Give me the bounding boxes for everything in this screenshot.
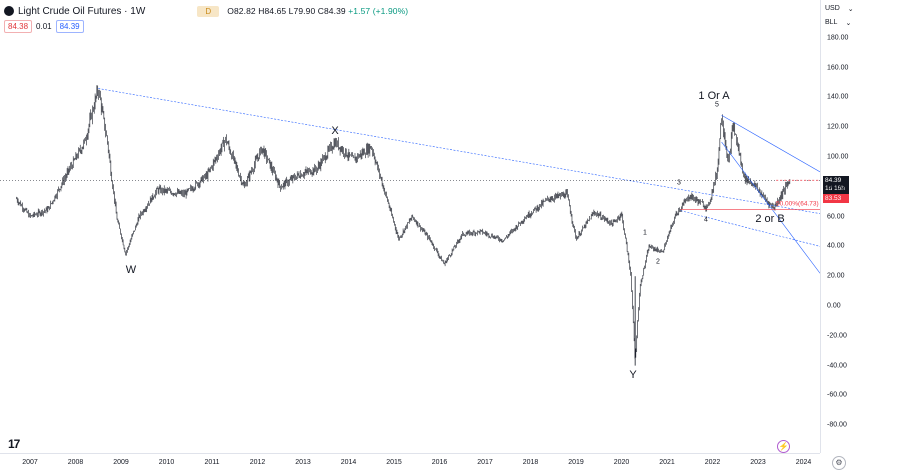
- wave-label-2-or-b[interactable]: 2 or B: [755, 213, 785, 225]
- year-tick-label: 2011: [204, 459, 220, 466]
- year-tick-label: 2008: [67, 459, 84, 466]
- wave-label-sub-4[interactable]: 4: [704, 216, 708, 224]
- year-tick-label: 2015: [386, 459, 402, 466]
- chart-pane[interactable]: Light Crude Oil Futures · 1W D O82.82 H8…: [0, 0, 820, 453]
- year-tick-label: 2017: [477, 459, 493, 466]
- year-tick-label: 2022: [704, 459, 721, 466]
- ohlc-text: O82.82 H84.65 L79.90 C84.39: [227, 6, 346, 16]
- wave-label-x[interactable]: X: [331, 125, 339, 137]
- price-tick-label: -40.00: [827, 362, 847, 370]
- channel-line-bottom[interactable]: [721, 141, 820, 274]
- unit-label: BLL: [825, 19, 838, 26]
- year-tick-label: 2023: [750, 459, 766, 466]
- price-tick-label: 20.00: [827, 272, 845, 280]
- price-tick-label: 140.00: [827, 93, 849, 101]
- price-tick-label: -80.00: [827, 421, 847, 429]
- year-tick-label: 2019: [568, 459, 584, 466]
- last-price-tag: 84.39 1d 16h: [823, 176, 849, 194]
- unit-selector[interactable]: BLL ⌄: [825, 19, 851, 27]
- year-tick-label: 2009: [113, 459, 129, 466]
- trendline-upper[interactable]: [98, 88, 820, 214]
- year-tick-label: 2010: [158, 459, 175, 466]
- wave-label-sub-5[interactable]: 5: [715, 101, 719, 109]
- buy-button[interactable]: 84.39: [55, 20, 84, 33]
- price-tick-label: 120.00: [827, 123, 849, 131]
- sell-button[interactable]: 84.38: [4, 20, 33, 33]
- price-tick-label: -60.00: [827, 391, 847, 399]
- price-tick-label: 100.00: [827, 153, 849, 161]
- price-tick-label: -20.00: [827, 332, 847, 340]
- year-tick-label: 2014: [340, 459, 357, 466]
- price-tick-label: 180.00: [827, 34, 849, 42]
- red-price-tag: 83.53: [823, 194, 849, 203]
- last-price-value: 84.39: [825, 177, 842, 184]
- year-tick-label: 2016: [431, 459, 448, 466]
- ohlc-values: O82.82 H84.65 L79.90 C84.39 +1.57 (+1.90…: [227, 6, 408, 16]
- year-tick-label: 2012: [249, 459, 266, 466]
- time-axis[interactable]: 2007 2008 2009 2010 2011 2012 2013 2014 2015 2016…: [0, 453, 820, 471]
- spread-value: 0.01: [36, 22, 52, 31]
- trade-buttons: 84.38 0.01 84.39: [4, 20, 84, 33]
- year-tick-label: 2018: [522, 459, 539, 466]
- currency-selector[interactable]: USD ⌄: [825, 5, 854, 13]
- wave-label-y[interactable]: Y: [629, 369, 637, 381]
- bar-countdown: 1d 16h: [825, 185, 845, 192]
- chevron-down-icon: ⌄: [847, 6, 854, 13]
- candlestick-series[interactable]: [16, 85, 791, 359]
- wave-label-sub-1[interactable]: 1: [643, 229, 647, 237]
- wave-label-sub-2[interactable]: 2: [656, 258, 660, 266]
- symbol-title[interactable]: Light Crude Oil Futures · 1W: [18, 5, 146, 17]
- trendline-lower[interactable]: [680, 210, 820, 247]
- year-tick-label: 2021: [659, 459, 675, 466]
- tradingview-logo-icon[interactable]: 17: [8, 437, 20, 451]
- symbol-icon: [4, 6, 14, 16]
- price-axis[interactable]: USD ⌄ BLL ⌄ 84.39 1d 16h 83.53 180.00 160…: [820, 0, 900, 453]
- chevron-down-icon: ⌄: [845, 20, 852, 27]
- year-tick-label: 2020: [613, 459, 630, 466]
- price-tick-label: 160.00: [827, 64, 849, 72]
- settings-icon[interactable]: ⚙: [832, 456, 846, 470]
- wave-label-w[interactable]: W: [125, 264, 137, 276]
- price-tick-label: 0.00: [827, 302, 841, 310]
- currency-label: USD: [825, 5, 840, 12]
- price-tick-label: 60.00: [827, 213, 845, 221]
- channel-line-top[interactable]: [721, 115, 820, 173]
- price-tick-label: 80.00: [827, 183, 845, 191]
- price-tick-label: 40.00: [827, 242, 845, 250]
- price-chart[interactable]: [0, 0, 820, 453]
- fib-level-label[interactable]: 50.00%(64.73): [776, 200, 819, 208]
- year-tick-label: 2024: [795, 459, 812, 466]
- wave-label-sub-3[interactable]: 3: [677, 179, 681, 187]
- wave-label-1-or-a[interactable]: 1 Or A: [698, 90, 730, 102]
- year-tick-label: 2013: [295, 459, 311, 466]
- year-tick-label: 2007: [22, 459, 38, 466]
- change-text: +1.57 (+1.90%): [348, 6, 409, 16]
- bolt-icon[interactable]: ⚡: [777, 440, 790, 453]
- chart-header: Light Crude Oil Futures · 1W D O82.82 H8…: [4, 4, 408, 18]
- delayed-badge[interactable]: D: [197, 5, 220, 17]
